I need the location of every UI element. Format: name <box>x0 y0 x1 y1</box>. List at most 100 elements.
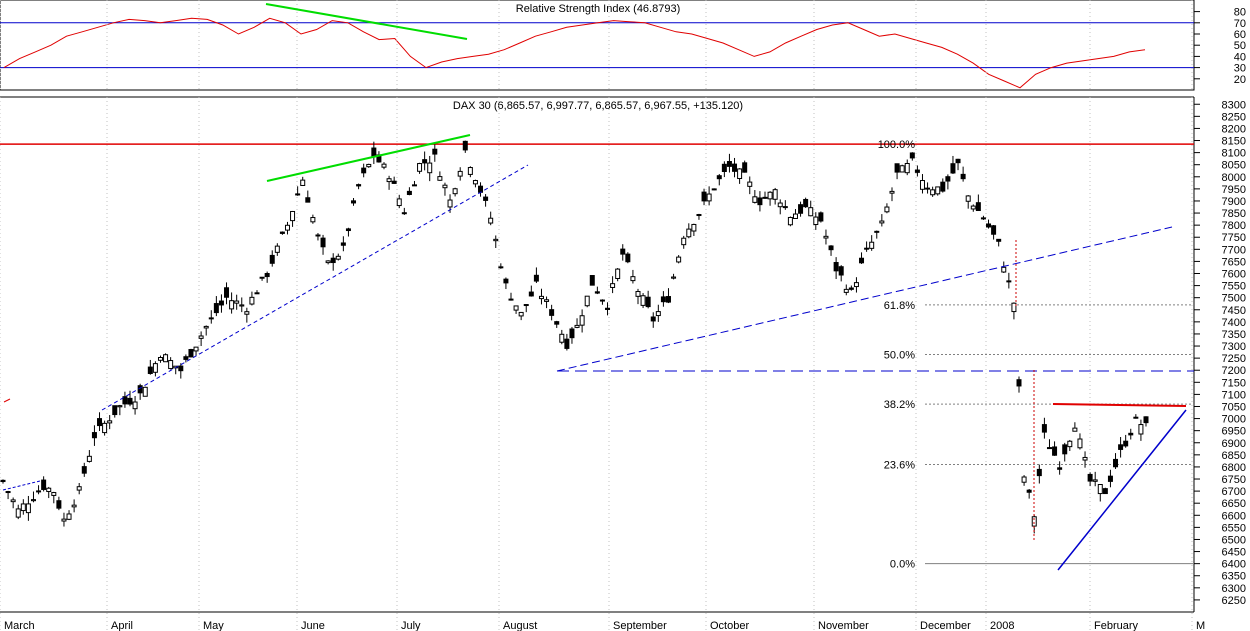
rsi-tick-label: 40 <box>1234 51 1246 63</box>
candle-body <box>478 185 484 193</box>
price-tick-label: 7450 <box>1222 305 1246 317</box>
candle-body <box>569 328 575 339</box>
month-label: 2008 <box>990 620 1014 631</box>
candle-body <box>1036 468 1042 477</box>
candle-body <box>178 365 184 372</box>
candle-body <box>1062 444 1068 455</box>
candle-body <box>813 216 819 226</box>
price-tick-label: 6550 <box>1222 522 1246 534</box>
candle-body <box>721 163 727 173</box>
candle-body <box>853 282 859 288</box>
candle-body <box>351 200 357 204</box>
candle-body <box>991 225 997 235</box>
candle-body <box>462 140 468 151</box>
price-tick-label: 8200 <box>1222 123 1246 135</box>
candle-body <box>198 335 204 339</box>
candle-body <box>284 224 290 231</box>
candle-body <box>950 163 956 174</box>
price-tick-label: 7950 <box>1222 184 1246 196</box>
candle-body <box>0 479 6 483</box>
rsi-title: Relative Strength Index (46.8793) <box>516 3 681 15</box>
candle-body <box>86 455 92 462</box>
candle-body <box>432 148 438 155</box>
candle-body <box>1052 446 1058 456</box>
candle-body <box>970 205 976 210</box>
candlestick-series <box>0 140 1149 534</box>
price-tick-label: 6800 <box>1222 462 1246 474</box>
month-label: June <box>301 620 325 631</box>
month-label: May <box>203 620 224 631</box>
candle-body <box>945 176 951 182</box>
candle-body <box>843 288 849 293</box>
candle-body <box>914 169 920 173</box>
candle-body <box>117 405 123 408</box>
candle-body <box>747 181 753 187</box>
price-tick-label: 6350 <box>1222 571 1246 583</box>
candle-body <box>20 503 26 512</box>
price-tick-label: 7800 <box>1222 220 1246 232</box>
candle-body <box>325 260 331 264</box>
candle-body <box>264 273 270 278</box>
candle-body <box>701 191 707 202</box>
candle-body <box>25 503 31 514</box>
candle-body <box>442 184 448 189</box>
candle-body <box>1097 484 1103 495</box>
candle-body <box>874 230 880 233</box>
candle-body <box>686 228 692 238</box>
candle-body <box>716 175 722 180</box>
candle-body <box>91 432 97 439</box>
price-tick-label: 6750 <box>1222 474 1246 486</box>
candle-body <box>218 300 224 306</box>
candle-body <box>625 253 631 263</box>
candle-body <box>71 504 77 508</box>
price-tick-label: 8100 <box>1222 148 1246 160</box>
candle-body <box>401 212 407 215</box>
candle-body <box>259 276 265 279</box>
price-tick-label: 6950 <box>1222 426 1246 438</box>
month-label: July <box>401 620 421 631</box>
candle-body <box>533 274 539 282</box>
candle-body <box>76 486 82 491</box>
price-tick-label: 7250 <box>1222 353 1246 365</box>
candle-body <box>503 278 509 284</box>
candle-body <box>594 291 600 294</box>
price-tick-label: 6600 <box>1222 510 1246 522</box>
candle-body <box>411 184 417 187</box>
candle-body <box>112 405 118 416</box>
candle-body <box>589 275 595 286</box>
candle-body <box>254 292 260 295</box>
rsi-panel: Relative Strength Index (46.8793) 807060… <box>0 0 1246 91</box>
candle-body <box>183 356 189 360</box>
candle-body <box>737 168 743 180</box>
candle-body <box>879 220 885 224</box>
candle-body <box>803 198 809 208</box>
candle-body <box>467 167 473 175</box>
candle-body <box>808 207 814 217</box>
candle-body <box>437 176 443 181</box>
candle-body <box>975 202 981 212</box>
candle-body <box>965 195 971 202</box>
candle-body <box>980 217 986 220</box>
candle-body <box>345 228 351 232</box>
candle-body <box>742 162 748 173</box>
price-tick-label: 7100 <box>1222 389 1246 401</box>
candle-body <box>828 245 834 251</box>
month-gridlines <box>0 0 1193 631</box>
candle-body <box>894 163 900 173</box>
candle-body <box>767 191 773 200</box>
candle-body <box>528 291 534 297</box>
price-tick-label: 6900 <box>1222 438 1246 450</box>
candle-body <box>757 197 763 206</box>
candle-body <box>229 300 235 310</box>
price-tick-label: 7200 <box>1222 365 1246 377</box>
candle-body <box>483 196 489 201</box>
candle-body <box>1133 416 1139 419</box>
candle-body <box>193 346 199 352</box>
candle-body <box>940 181 946 192</box>
candle-body <box>782 206 788 209</box>
candle-body <box>508 298 514 301</box>
candle-body <box>615 268 621 279</box>
candle-body <box>1072 427 1078 432</box>
candle-body <box>188 349 194 358</box>
